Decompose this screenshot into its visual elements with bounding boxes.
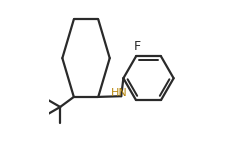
Text: HN: HN — [111, 88, 127, 98]
Text: F: F — [134, 40, 141, 53]
